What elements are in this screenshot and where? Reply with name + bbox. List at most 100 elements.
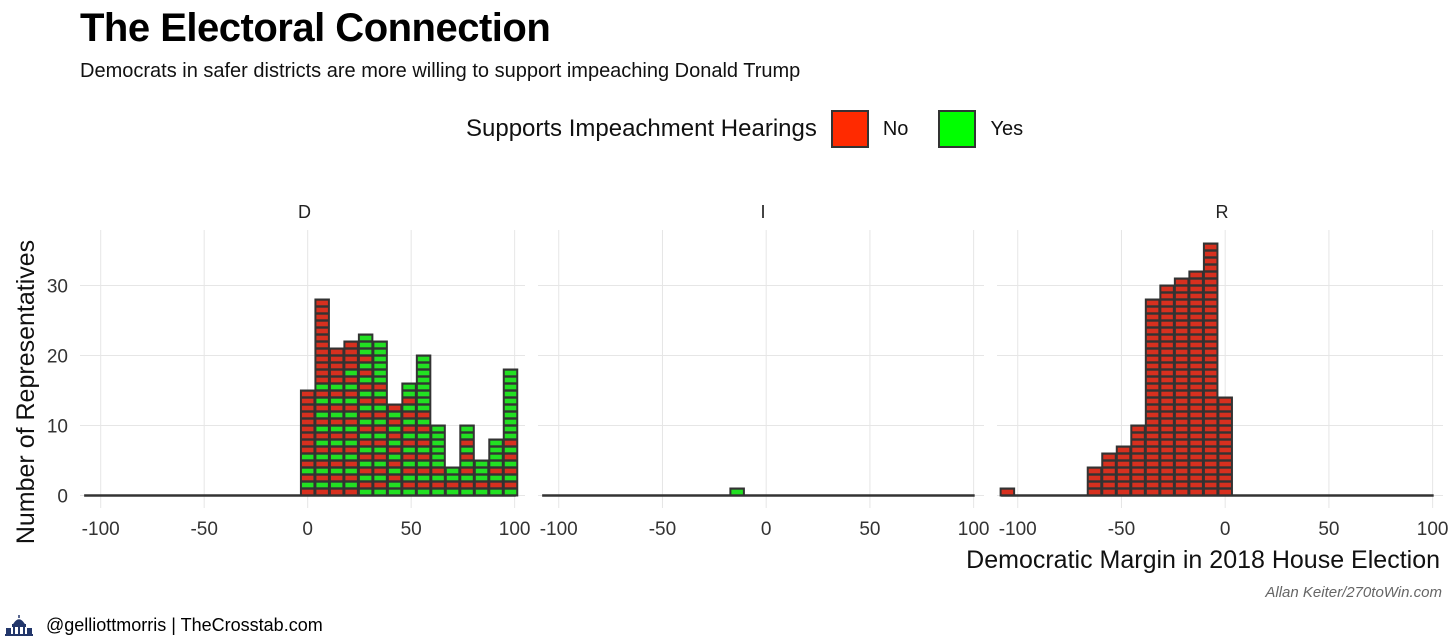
- dot-no: [432, 468, 444, 474]
- dot-no: [316, 461, 328, 467]
- dot-no: [1117, 482, 1130, 488]
- dot-no: [417, 468, 430, 474]
- dot-yes: [504, 377, 517, 383]
- dot-yes: [432, 475, 444, 481]
- dot-no: [1146, 300, 1159, 306]
- dot-no: [345, 419, 357, 425]
- dot-no: [1175, 426, 1188, 432]
- dot-yes: [301, 468, 314, 474]
- dot-no: [1175, 419, 1188, 425]
- dot-no: [388, 475, 401, 481]
- dot-no: [1175, 468, 1188, 474]
- facet-label-r: R: [1216, 202, 1229, 222]
- dot-no: [1146, 475, 1159, 481]
- dot-yes: [345, 468, 357, 474]
- dot-no: [1103, 482, 1115, 488]
- dot-no: [1219, 482, 1231, 488]
- dot-no: [330, 461, 343, 467]
- dot-no: [316, 433, 328, 439]
- dot-no: [1175, 342, 1188, 348]
- dot-no: [374, 426, 386, 432]
- dot-no: [1161, 321, 1173, 327]
- x-tick-label: -50: [190, 519, 217, 540]
- dot-no: [1161, 412, 1173, 418]
- dot-yes: [403, 447, 415, 453]
- dot-no: [1204, 335, 1217, 341]
- dot-yes: [345, 412, 357, 418]
- dot-yes: [359, 363, 372, 369]
- dot-no: [316, 300, 328, 306]
- dot-no: [345, 349, 357, 355]
- dot-yes: [330, 482, 343, 488]
- dot-no: [1219, 426, 1231, 432]
- dot-no: [301, 440, 314, 446]
- dot-no: [1204, 433, 1217, 439]
- dot-no: [301, 412, 314, 418]
- dot-no: [1146, 321, 1159, 327]
- dot-yes: [359, 405, 372, 411]
- dot-no: [301, 426, 314, 432]
- dot-yes: [417, 461, 430, 467]
- dot-yes: [461, 475, 473, 481]
- dot-no: [330, 489, 343, 495]
- dot-no: [1204, 258, 1217, 264]
- dot-no: [359, 370, 372, 376]
- footer: @gelliottmorris | TheCrosstab.com: [0, 612, 323, 638]
- dot-yes: [446, 489, 459, 495]
- dot-no: [1161, 391, 1173, 397]
- x-tick-label: 100: [958, 519, 990, 540]
- facet-label-i: I: [760, 202, 765, 222]
- dot-no: [1161, 398, 1173, 404]
- x-tick-label: 0: [302, 519, 313, 540]
- dot-no: [359, 384, 372, 390]
- dot-yes: [504, 419, 517, 425]
- dot-no: [359, 482, 372, 488]
- dot-no: [1175, 335, 1188, 341]
- dot-no: [388, 433, 401, 439]
- capitol-dome-icon: [4, 613, 34, 637]
- dot-yes: [504, 405, 517, 411]
- dot-no: [388, 405, 401, 411]
- dot-yes: [374, 419, 386, 425]
- dot-yes: [490, 447, 502, 453]
- dot-yes: [388, 482, 401, 488]
- dot-no: [1132, 426, 1144, 432]
- dot-no: [316, 475, 328, 481]
- dot-no: [1204, 286, 1217, 292]
- dot-yes: [475, 475, 488, 481]
- dot-no: [316, 447, 328, 453]
- dot-yes: [432, 433, 444, 439]
- dot-no: [475, 482, 488, 488]
- dot-no: [1146, 314, 1159, 320]
- dot-no: [1175, 412, 1188, 418]
- dot-no: [316, 489, 328, 495]
- bar-outline: [1217, 396, 1233, 497]
- dot-yes: [330, 426, 343, 432]
- dot-yes: [330, 412, 343, 418]
- legend-label-yes: Yes: [990, 117, 1024, 140]
- dot-yes: [504, 426, 517, 432]
- dot-yes: [403, 461, 415, 467]
- dot-no: [1190, 482, 1202, 488]
- dot-no: [359, 454, 372, 460]
- dot-no: [330, 447, 343, 453]
- bar-outline: [415, 354, 432, 497]
- dot-no: [1204, 412, 1217, 418]
- dot-no: [345, 342, 357, 348]
- dot-no: [403, 398, 415, 404]
- dot-no: [345, 461, 357, 467]
- dot-yes: [432, 440, 444, 446]
- dot-yes: [417, 363, 430, 369]
- dot-no: [330, 433, 343, 439]
- dot-no: [1190, 440, 1202, 446]
- dot-no: [316, 370, 328, 376]
- dot-no: [1088, 489, 1101, 495]
- dot-no: [1204, 265, 1217, 271]
- dot-no: [345, 475, 357, 481]
- dot-no: [1146, 482, 1159, 488]
- footer-attribution: @gelliottmorris | TheCrosstab.com: [46, 614, 323, 635]
- dot-no: [374, 398, 386, 404]
- dot-no: [432, 482, 444, 488]
- dot-no: [1204, 440, 1217, 446]
- dot-no: [1190, 405, 1202, 411]
